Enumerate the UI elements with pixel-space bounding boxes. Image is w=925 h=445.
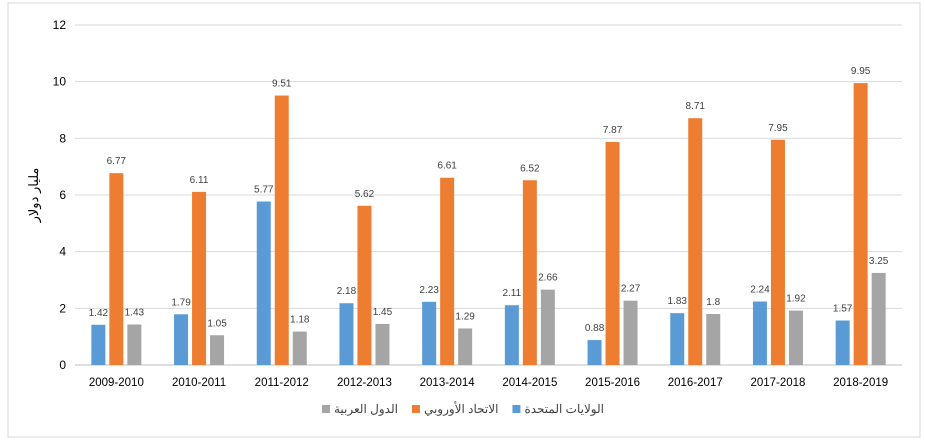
bar xyxy=(292,331,307,365)
data-label: 1.42 xyxy=(89,308,109,319)
bar xyxy=(109,173,124,365)
y-tick-label: 10 xyxy=(53,75,67,89)
x-tick-label: 2015-2016 xyxy=(585,377,640,389)
data-label: 1.8 xyxy=(706,297,720,308)
bar xyxy=(174,314,189,365)
data-label: 2.18 xyxy=(337,286,357,297)
bar xyxy=(871,272,886,365)
data-label: 9.95 xyxy=(851,66,871,77)
legend-swatch xyxy=(322,405,330,413)
x-tick-label: 2017-2018 xyxy=(750,377,805,389)
data-label: 7.87 xyxy=(603,125,623,136)
y-tick-label: 2 xyxy=(59,301,66,315)
y-tick-label: 0 xyxy=(59,358,66,372)
data-label: 2.27 xyxy=(621,284,641,295)
x-tick-label: 2010-2011 xyxy=(172,377,226,389)
bar xyxy=(788,310,803,365)
data-label: 3.25 xyxy=(869,256,889,267)
data-label: 1.79 xyxy=(171,297,191,308)
data-label: 2.24 xyxy=(750,285,770,296)
x-tick-label: 2012-2013 xyxy=(337,377,392,389)
bar xyxy=(127,324,142,365)
bar xyxy=(274,95,289,366)
bar xyxy=(375,323,390,365)
bar xyxy=(192,191,207,365)
bar xyxy=(587,340,602,365)
x-tick-label: 2016-2017 xyxy=(668,377,723,389)
data-label: 1.29 xyxy=(455,311,475,322)
x-tick-label: 2009-2010 xyxy=(89,377,144,389)
bar xyxy=(458,328,473,365)
legend-label: الاتحاد الأوروبي xyxy=(424,401,499,416)
legend-swatch xyxy=(512,405,521,413)
data-label: 1.83 xyxy=(668,296,688,307)
data-label: 6.11 xyxy=(190,175,209,186)
data-label: 6.61 xyxy=(437,161,457,172)
data-label: 7.95 xyxy=(768,123,788,134)
bar xyxy=(853,83,868,365)
bar xyxy=(540,289,555,365)
bar xyxy=(688,118,703,365)
legend-swatch xyxy=(411,405,420,413)
bar xyxy=(91,324,106,365)
bar xyxy=(422,301,437,365)
data-label: 6.77 xyxy=(107,156,127,167)
legend-label: الولايات المتحدة xyxy=(524,402,604,416)
bar xyxy=(835,320,850,365)
bar xyxy=(522,180,537,365)
data-label: 8.71 xyxy=(686,101,706,112)
bar xyxy=(504,305,519,365)
bar xyxy=(670,313,685,365)
data-label: 5.77 xyxy=(254,185,274,196)
x-tick-label: 2018-2019 xyxy=(833,377,888,389)
x-tick-label: 2013-2014 xyxy=(420,377,476,389)
data-label: 2.11 xyxy=(502,288,521,299)
bar xyxy=(339,303,354,365)
bar xyxy=(210,335,225,365)
data-label: 1.92 xyxy=(786,294,806,305)
bar xyxy=(770,139,785,365)
data-label: 1.18 xyxy=(290,315,310,326)
data-label: 1.05 xyxy=(207,318,227,329)
y-tick-label: 12 xyxy=(53,18,67,32)
data-label: 2.66 xyxy=(538,273,558,284)
data-label: 0.88 xyxy=(585,323,605,334)
bar xyxy=(605,142,620,365)
data-label: 2.23 xyxy=(419,285,439,296)
data-label: 1.45 xyxy=(373,307,393,318)
data-label: 1.43 xyxy=(125,307,145,318)
y-axis-label: مليار دولار xyxy=(26,168,42,224)
y-tick-label: 6 xyxy=(59,188,66,202)
bar xyxy=(440,177,455,365)
data-label: 5.62 xyxy=(355,189,375,200)
bar xyxy=(623,300,638,365)
bar xyxy=(752,301,767,365)
data-label: 9.51 xyxy=(272,79,292,90)
bar xyxy=(706,314,721,365)
y-tick-label: 4 xyxy=(59,245,66,259)
data-label: 1.57 xyxy=(833,304,853,315)
data-label: 6.52 xyxy=(520,163,540,174)
bar xyxy=(357,205,372,365)
x-tick-label: 2014-2015 xyxy=(502,377,557,389)
bar xyxy=(256,201,271,365)
y-tick-label: 8 xyxy=(59,131,66,145)
legend-label: الدول العربية xyxy=(334,402,398,416)
x-tick-label: 2011-2012 xyxy=(255,377,309,389)
